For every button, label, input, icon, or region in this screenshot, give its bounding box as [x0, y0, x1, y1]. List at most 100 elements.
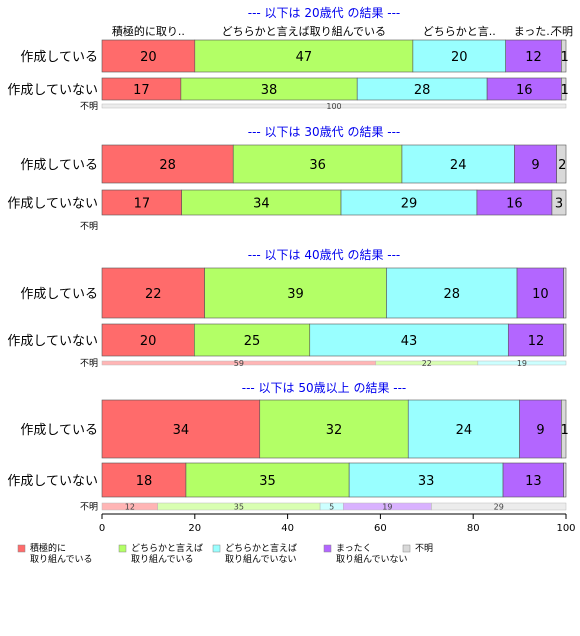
panel: --- 以下は 40歳代 の結果 --- 作成している 22 39 28 10 作成していな… — [7, 248, 567, 369]
segment-value-label: 100 — [326, 102, 341, 111]
legend: 積極的に取り組んでいるどちらかと言えば取り組んでいるどちらかと言えば取り組んでい… — [17, 542, 433, 565]
column-header-label: どちらかと言えば取り組んでいる — [222, 25, 386, 38]
bar-segment — [259, 399, 409, 459]
bar-segment — [101, 323, 195, 357]
segment-value-label: 9 — [536, 423, 544, 438]
bar-segment — [561, 77, 567, 101]
row-label: 作成していない — [7, 83, 98, 98]
chart-panels: --- 以下は 20歳代 の結果 --- 積極的に取り.. どちらかと言えば取り組ん… — [7, 6, 573, 513]
segment-value-label: 24 — [456, 423, 473, 438]
bar-segment — [194, 39, 414, 73]
segment-value-label: 39 — [287, 287, 304, 302]
bar-segment — [101, 462, 187, 498]
row-label: 作成していない — [7, 197, 98, 212]
bar-segment — [563, 462, 567, 498]
legend-item: どちらかと言えば取り組んでいる — [118, 542, 203, 565]
segment-value-label: 18 — [136, 474, 153, 489]
x-tick-label: 20 — [188, 523, 201, 534]
segment-value-label: 1 — [561, 50, 569, 65]
bar-segment — [101, 399, 261, 459]
column-header-label: まった.. — [514, 25, 554, 38]
segment-value-label: 35 — [234, 503, 244, 512]
segment-value-label: 16 — [516, 83, 533, 98]
bar-segment — [386, 267, 518, 319]
bar-segment — [514, 144, 557, 184]
column-header-label: 積極的に取り.. — [112, 24, 185, 38]
bar-row: 作成していない 18 35 33 13 — [7, 462, 567, 498]
segment-value-label: 20 — [140, 334, 157, 349]
row-label: 作成している — [20, 50, 98, 65]
legend-label: 積極的に — [30, 542, 66, 554]
bar-segment — [563, 267, 567, 319]
segment-value-label: 9 — [531, 158, 539, 173]
bar-segment — [340, 189, 478, 216]
bar-segment — [348, 462, 504, 498]
bar-row: 作成している 34 32 24 9 1 — [20, 399, 569, 459]
segment-value-label: 3 — [555, 197, 563, 212]
bar-segment — [507, 323, 564, 357]
bar-segment — [431, 502, 567, 511]
legend-item: 不明 — [402, 543, 433, 554]
x-axis: 0 20 40 60 80 100 — [99, 513, 576, 534]
segment-value-label: 12 — [125, 503, 135, 512]
bar-row: 作成していない 17 34 29 16 3 — [7, 189, 567, 216]
bar-row: 不明 100 — [80, 101, 567, 112]
bar-row: 作成している 22 39 28 10 — [20, 267, 567, 319]
panel-title: --- 以下は 30歳代 の結果 --- — [248, 125, 401, 139]
segment-value-label: 36 — [309, 158, 326, 173]
bar-row: 作成している 20 47 20 12 1 — [20, 39, 569, 73]
bar-segment — [181, 189, 342, 216]
bar-segment — [561, 399, 567, 459]
segment-value-label: 16 — [506, 197, 523, 212]
row-label: 作成していない — [7, 334, 98, 349]
legend-label: まったく — [336, 543, 372, 554]
bar-segment — [101, 103, 567, 109]
segment-value-label: 2 — [558, 158, 566, 173]
panel: --- 以下は 50歳以上 の結果 ---作成している 34 32 24 9 1作成してい… — [7, 381, 568, 513]
panel-title: --- 以下は 40歳代 の結果 --- — [248, 248, 401, 262]
legend-label: 不明 — [415, 543, 433, 554]
legend-swatch — [17, 544, 26, 553]
bar-segment — [477, 360, 567, 366]
bar-segment — [519, 399, 562, 459]
legend-label: どちらかと言えば — [131, 542, 203, 554]
bar-segment — [551, 189, 567, 216]
segment-value-label: 1 — [561, 423, 569, 438]
bar-segment — [232, 144, 403, 184]
bar-row: 不明 12 35 5 19 29 — [80, 502, 567, 513]
segment-value-label: 24 — [450, 158, 467, 173]
segment-value-label: 20 — [451, 50, 468, 65]
x-tick-label: 100 — [556, 523, 575, 534]
row-label: 不明 — [80, 101, 98, 112]
row-label: 不明 — [80, 502, 98, 513]
legend-swatch — [323, 544, 332, 553]
row-label: 作成している — [20, 287, 98, 302]
segment-value-label: 1 — [561, 83, 569, 98]
segment-value-label: 17 — [133, 83, 150, 98]
row-label: 不明 — [80, 221, 98, 232]
segment-value-label: 34 — [253, 197, 270, 212]
row-label: 作成していない — [7, 474, 98, 489]
legend-label: 取り組んでいる — [30, 553, 93, 565]
bar-segment — [412, 39, 506, 73]
bar-segment — [407, 399, 520, 459]
segment-value-label: 34 — [173, 423, 190, 438]
bar-row: 不明 59 22 19 — [80, 358, 567, 369]
legend-label: どちらかと言えば — [225, 542, 297, 554]
x-tick-label: 40 — [281, 523, 294, 534]
bar-segment — [185, 462, 350, 498]
segment-value-label: 17 — [134, 197, 151, 212]
legend-swatch — [402, 544, 411, 553]
segment-value-label: 47 — [296, 50, 313, 65]
segment-value-label: 5 — [329, 503, 334, 512]
segment-value-label: 20 — [140, 50, 157, 65]
segment-value-label: 59 — [234, 359, 244, 368]
legend-swatch — [212, 544, 221, 553]
segment-value-label: 19 — [382, 503, 392, 512]
segment-value-label: 28 — [159, 158, 176, 173]
legend-swatch — [118, 544, 127, 553]
